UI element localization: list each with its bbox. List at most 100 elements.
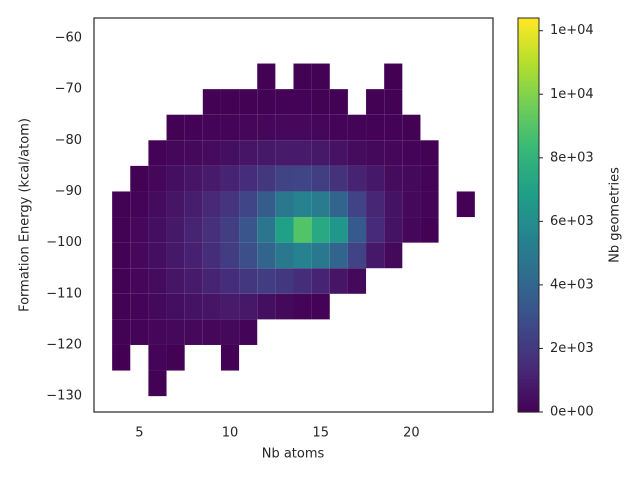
hist-cell — [220, 293, 240, 320]
y-tick-label: −90 — [55, 184, 82, 199]
hist-cell — [148, 217, 167, 243]
hist-cell — [329, 89, 348, 115]
hist-cell — [239, 242, 258, 269]
hist-cell — [166, 114, 185, 141]
hist-cell — [202, 114, 221, 141]
colorbar-segment — [518, 349, 539, 354]
hist-cell — [112, 191, 131, 218]
hist-cell — [275, 293, 294, 320]
colorbar-segment — [518, 129, 539, 134]
hist-cell — [420, 140, 439, 166]
hist-cell — [239, 191, 258, 218]
hist-cell — [275, 191, 294, 218]
colorbar-segment — [518, 149, 539, 154]
colorbar-segment — [518, 60, 539, 65]
colorbar-segment — [518, 366, 539, 370]
x-tick-label: 5 — [135, 426, 143, 441]
hist-cell — [275, 268, 294, 294]
hist-cell — [239, 165, 258, 192]
hist-cell — [220, 242, 240, 269]
colorbar-segment — [518, 264, 539, 269]
hist-cell — [293, 268, 312, 294]
hist-cell — [112, 268, 131, 294]
hist-cell — [402, 140, 421, 166]
colorbar-segment — [518, 382, 539, 387]
colorbar-segment — [518, 77, 539, 81]
colorbar-segment — [518, 375, 539, 380]
colorbar-segment — [518, 205, 539, 210]
colorbar-segment — [518, 290, 539, 295]
hist-cell — [329, 242, 348, 269]
hist-cell — [148, 191, 167, 218]
colorbar-segment — [518, 34, 539, 39]
hist-cell — [220, 217, 240, 243]
hist-cell — [347, 268, 367, 294]
colorbar-tick-label: 6e+03 — [550, 214, 594, 229]
hist-cell — [148, 370, 167, 397]
hist-cell — [275, 242, 294, 269]
colorbar-segment — [518, 398, 539, 403]
x-tick-label: 10 — [222, 426, 239, 441]
hist-cell — [239, 217, 258, 243]
y-tick-label: −60 — [55, 30, 82, 45]
colorbar-segment — [518, 63, 539, 68]
hist-cell — [220, 319, 240, 345]
colorbar-segment — [518, 159, 539, 164]
colorbar-segment — [518, 356, 539, 361]
colorbar-segment — [518, 405, 539, 410]
colorbar-segment — [518, 247, 539, 252]
hist-cell — [130, 293, 149, 320]
hist-cell — [384, 217, 403, 243]
hist-cell — [220, 89, 240, 115]
hist-cell — [384, 114, 403, 141]
hist-cell — [311, 114, 330, 141]
colorbar-segment — [518, 228, 539, 233]
hist-cell — [456, 191, 475, 218]
colorbar-segment — [518, 21, 539, 26]
hist-cell — [311, 242, 330, 269]
colorbar-segment — [518, 402, 539, 407]
hist-cell — [366, 89, 385, 115]
y-tick-label: −120 — [46, 337, 82, 352]
hist-cell — [220, 191, 240, 218]
colorbar-segment — [518, 27, 539, 32]
colorbar-frame — [517, 17, 540, 413]
hist-cell — [384, 165, 403, 192]
y-tick-label: −70 — [55, 82, 82, 97]
hist-cell — [202, 89, 221, 115]
hist-cell — [148, 344, 167, 371]
colorbar-segment — [518, 274, 539, 278]
colorbar-segment — [518, 192, 539, 196]
hist-cell — [166, 344, 185, 371]
hist-cell — [257, 293, 276, 320]
hist-cell — [402, 191, 421, 218]
hist-cell — [366, 191, 385, 218]
colorbar-segment — [518, 251, 539, 255]
hist-cell — [220, 165, 240, 192]
hist-cell — [311, 293, 330, 320]
colorbar-segment — [518, 119, 539, 124]
colorbar-segment — [518, 215, 539, 219]
hist-cell — [366, 140, 385, 166]
colorbar-segment — [518, 172, 539, 177]
hist-cell — [257, 165, 276, 192]
hist-cell — [184, 191, 203, 218]
colorbar-segment — [518, 169, 539, 173]
hist-cell — [366, 242, 385, 269]
hist-cell — [184, 114, 203, 141]
hist-cell — [148, 140, 167, 166]
colorbar-segment — [518, 198, 539, 203]
colorbar-segment — [518, 267, 539, 272]
hist-cell — [257, 268, 276, 294]
colorbar-segment — [518, 188, 539, 193]
colorbar-segment — [518, 270, 539, 275]
colorbar-segment — [518, 283, 539, 288]
colorbar-segment — [518, 408, 539, 413]
hist-cell — [347, 191, 367, 218]
colorbar-segment — [518, 208, 539, 213]
colorbar-segment — [518, 182, 539, 187]
hist-cell — [112, 319, 131, 345]
hist-cell — [184, 217, 203, 243]
colorbar-segment — [518, 86, 539, 91]
colorbar-segment — [518, 287, 539, 292]
